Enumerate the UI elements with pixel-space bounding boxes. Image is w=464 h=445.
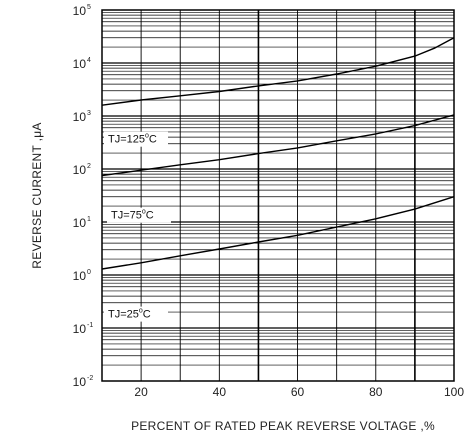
y-tick-exponent: 2	[87, 163, 91, 170]
series-label-bg	[104, 131, 168, 147]
y-tick-label: 10	[73, 57, 87, 71]
y-tick-label: 10	[73, 322, 87, 336]
x-tick-label: 40	[213, 385, 227, 399]
series-line-3	[101, 196, 455, 270]
y-tick-exponent: -1	[87, 322, 93, 329]
y-tick-label: 10	[73, 375, 87, 389]
y-tick-exponent: 5	[87, 4, 91, 11]
series-label-text: TJ=75oC	[111, 209, 154, 222]
y-tick-label: 10	[73, 216, 87, 230]
y-tick-label: 10	[73, 4, 87, 18]
grid	[102, 10, 454, 381]
series-label-text: TJ=25oC	[108, 308, 151, 321]
plot-frame	[101, 9, 455, 382]
y-tick-label: 10	[73, 163, 87, 177]
series-label-1: TJ=125oC	[104, 131, 168, 147]
series-lines: TJ=125oC TJ=75oC TJ=25oC	[101, 37, 455, 322]
y-tick-exponent: 3	[87, 110, 91, 117]
x-axis-title: PERCENT OF RATED PEAK REVERSE VOLTAGE ,%	[131, 419, 435, 433]
y-tick-exponent: 1	[87, 216, 91, 223]
series-label-bg	[104, 306, 168, 322]
x-tick-label: 80	[369, 385, 383, 399]
series-label-3: TJ=25oC	[104, 306, 168, 322]
series-label-text: TJ=125oC	[108, 133, 157, 146]
series-line-1	[101, 37, 455, 106]
x-tick-label: 20	[134, 385, 148, 399]
series-label-2: TJ=75oC	[107, 207, 171, 223]
y-tick-label: 10	[73, 110, 87, 124]
x-tick-label: 60	[291, 385, 305, 399]
y-axis-title: REVERSE CURRENT ,μA	[30, 122, 44, 268]
series-label-bg	[107, 207, 171, 223]
series-line-2	[101, 114, 455, 177]
y-tick-exponent: -2	[87, 375, 93, 382]
x-tick-labels: 20 40 60 80 100	[134, 385, 464, 399]
y-tick-exponent: 0	[87, 269, 91, 276]
x-tick-label: 100	[444, 385, 464, 399]
y-tick-label: 10	[73, 269, 87, 283]
y-tick-exponent: 4	[87, 57, 91, 64]
